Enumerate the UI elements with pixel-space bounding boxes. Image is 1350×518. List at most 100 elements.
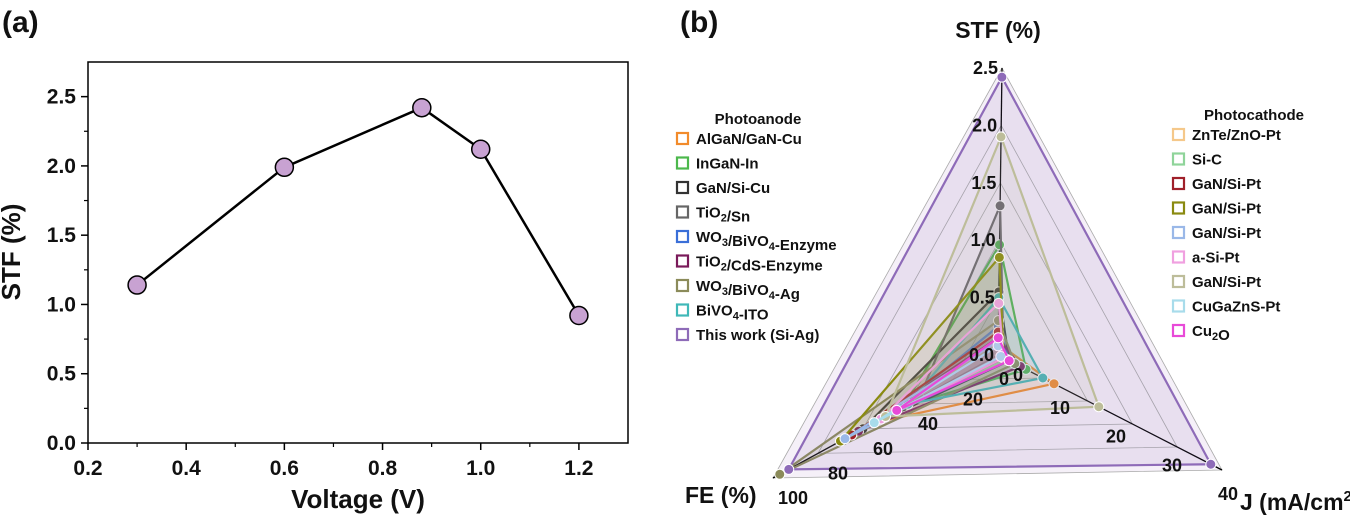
x-tick-label: 0.6 [270, 457, 299, 480]
legend-swatch [675, 205, 690, 219]
radar-gridline [817, 124, 1178, 454]
legend-entry-label: InGaN-In [696, 156, 759, 173]
legend-entry-label: ZnTe/ZnO-Pt [1192, 127, 1281, 144]
legend-swatch [675, 254, 690, 268]
data-point [569, 305, 589, 326]
legend-swatch [1171, 201, 1186, 215]
legend-swatch [675, 180, 690, 195]
radar-tick-label-stf: 1.0 [971, 230, 996, 250]
legend-entry-label: GaN/Si-Pt [1192, 201, 1261, 218]
radar-tick-label-fe: 20 [963, 390, 983, 410]
panel-a-label: (a) [2, 6, 39, 39]
axis-label-fe: FE (%) [685, 482, 757, 508]
series-point [783, 463, 795, 475]
series-point [891, 404, 903, 416]
y-tick-label: 1.0 [47, 293, 76, 316]
series-point [1048, 378, 1060, 390]
legend-entry-label: GaN/Si-Pt [1192, 274, 1261, 291]
radar-tick-label-j: 30 [1162, 455, 1182, 475]
legend-swatch [675, 131, 690, 146]
radar-tick-label-j: 20 [1106, 427, 1126, 447]
legend-entry-label: TiO2/CdS-Enzyme [696, 254, 823, 275]
legend-swatch [1171, 274, 1186, 289]
radar-tick-label-fe: 0 [1013, 365, 1023, 385]
series-polygon [779, 318, 1017, 476]
y-tick-label: 0.0 [47, 432, 76, 455]
radar-tick-label-fe: 40 [918, 414, 938, 434]
x-axis-label-a: Voltage (V) [291, 484, 425, 514]
legend-entry-label: Cu2O [1192, 323, 1230, 344]
series-point [993, 297, 1005, 309]
legend-group-title: Photoanode [715, 111, 802, 128]
axis-label-stf: STF (%) [955, 17, 1041, 43]
panel-b-label: (b) [680, 6, 718, 39]
legend-entry-label: This work (Si-Ag) [696, 327, 819, 344]
radar-tick-label-stf: 2.5 [973, 58, 998, 78]
radar-tick-label-stf: 2.0 [972, 115, 997, 135]
legend-entry-label: WO3/BiVO4-Ag [696, 278, 800, 303]
radar-gridline [772, 67, 1223, 479]
radar-axis-j [997, 354, 1223, 471]
legend-entry-label: BiVO4-ITO [696, 303, 769, 324]
legend-swatch [675, 327, 690, 342]
series-polygon [883, 133, 1101, 418]
y-tick-label: 0.5 [47, 363, 77, 386]
legend-swatch [1171, 176, 1186, 191]
legend-swatch [1171, 323, 1186, 338]
legend-entry-label: TiO2/Sn [696, 205, 750, 226]
series-point [1003, 355, 1015, 367]
legend-swatch [675, 229, 690, 244]
legend-swatch [1171, 152, 1186, 166]
radar-tick-label-stf: 0.5 [970, 288, 995, 308]
series-point [839, 433, 851, 445]
data-point [274, 157, 295, 178]
legend-entry-label: Si-C [1192, 152, 1222, 169]
series-polygon [880, 300, 1005, 420]
panel-b-radar-chart: (b) 0.0 0.5 1.0 1.5 2.0 2.5 0 10 20 30 40 0 20 40 60 80… [675, 6, 1350, 515]
series-point [993, 251, 1005, 263]
radar-tick-label-j: 0 [999, 369, 1009, 389]
y-tick-label: 1.5 [47, 224, 77, 247]
series-point [992, 332, 1004, 344]
series-point [774, 468, 786, 480]
x-axis-ticks-a: 0.2 0.4 0.6 0.8 1.0 1.2 [73, 443, 594, 480]
radar-tick-label-fe: 60 [873, 439, 893, 459]
legend-swatch [675, 303, 690, 317]
legend-swatch [675, 156, 690, 170]
radar-tick-label-j: 40 [1218, 484, 1238, 504]
plot-frame-a [87, 61, 629, 444]
y-tick-label: 2.5 [47, 86, 77, 109]
legend-entry-label: GaN/Si-Pt [1192, 176, 1261, 193]
x-tick-label: 0.4 [172, 457, 202, 480]
series-point [1037, 372, 1049, 384]
legend-swatch [675, 278, 690, 293]
series-line-a [136, 106, 580, 317]
radar-background [773, 68, 1222, 478]
y-axis-ticks-a: 0.0 0.5 1.0 1.5 2.0 2.5 [47, 86, 88, 455]
series-point [994, 200, 1006, 212]
series-point [868, 417, 880, 429]
legend-swatch [1171, 225, 1186, 240]
radar-tick-label-fe: 100 [778, 488, 808, 508]
data-point [127, 275, 147, 295]
axis-label-j: J (mA/cm2) [1240, 488, 1350, 515]
legend-entry-label: GaN/Si-Cu [696, 180, 770, 197]
x-tick-label: 1.0 [466, 457, 495, 480]
x-tick-label: 1.2 [564, 457, 593, 480]
radar-legend: Photoanode AlGaN/GaN-Cu InGaN-In GaN/Si-Cu T… [675, 107, 1304, 344]
legend-swatch [1171, 299, 1186, 313]
panel-a-line-chart: (a) 0.2 0.4 0.6 0.8 1.0 1.2 0.0 0.5 1.0 1.5 2.0 2.… [0, 6, 629, 514]
series-polygon [896, 336, 1011, 412]
legend-entry-label: GaN/Si-Pt [1192, 225, 1261, 242]
radar-tick-label-stf: 0.0 [969, 345, 994, 365]
legend-swatch [1171, 127, 1186, 142]
legend-group-title: Photocathode [1204, 107, 1304, 124]
radar-series [774, 71, 1217, 480]
legend-entry-label: CuGaZnS-Pt [1192, 299, 1280, 316]
radar-tick-label-stf: 1.5 [971, 173, 996, 193]
legend-entry-label: AlGaN/GaN-Cu [696, 131, 802, 148]
data-points-a [127, 97, 589, 326]
series-point [1205, 458, 1217, 470]
series-point [996, 71, 1008, 83]
